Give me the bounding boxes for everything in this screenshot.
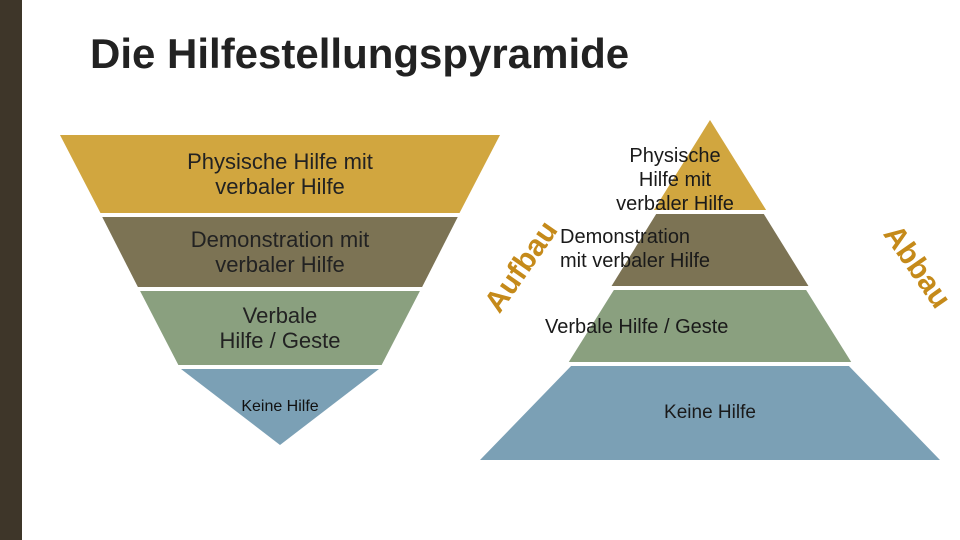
right-level-4: Keine Hilfe: [480, 366, 940, 460]
left-level-2-label: Demonstration mitverbaler Hilfe: [181, 223, 380, 282]
left-level-3: VerbaleHilfe / Geste: [60, 291, 500, 365]
right-level-2-label: Demonstrationmit verbaler Hilfe: [560, 225, 730, 273]
left-level-4: Keine Hilfe: [60, 369, 500, 445]
left-level-3-label: VerbaleHilfe / Geste: [209, 299, 350, 358]
left-level-1: Physische Hilfe mitverbaler Hilfe: [60, 135, 500, 213]
slide-title: Die Hilfestellungspyramide: [90, 30, 629, 78]
right-level-4-label: Keine Hilfe: [664, 403, 756, 424]
left-inverted-pyramid: Physische Hilfe mitverbaler Hilfe Demons…: [60, 135, 500, 445]
left-level-1-label: Physische Hilfe mitverbaler Hilfe: [177, 145, 383, 204]
left-level-2: Demonstration mitverbaler Hilfe: [60, 217, 500, 287]
right-level-3-label: Verbale Hilfe / Geste: [545, 315, 775, 339]
right-level-1-label: PhysischeHilfe mitverbaler Hilfe: [575, 144, 775, 216]
left-level-4-label: Keine Hilfe: [231, 394, 328, 420]
diagram-stage: Physische Hilfe mitverbaler Hilfe Demons…: [0, 120, 960, 520]
